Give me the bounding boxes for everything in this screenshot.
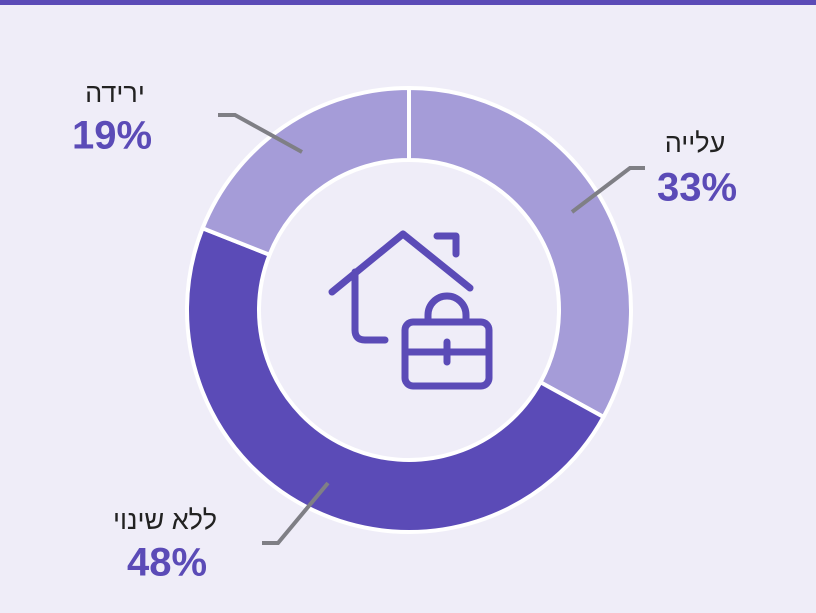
slice	[185, 225, 607, 534]
category-label: ירידה	[85, 78, 145, 108]
slice	[199, 85, 411, 258]
category-label: ללא שינוי	[113, 505, 217, 535]
slices	[185, 85, 633, 534]
leader-line	[570, 166, 645, 214]
category-label: עלייה	[665, 128, 726, 158]
value-label: 48%	[127, 541, 207, 585]
leader-line	[218, 113, 303, 154]
value-label: 33%	[657, 166, 737, 210]
leader-line	[262, 481, 330, 545]
value-label: 19%	[72, 114, 152, 158]
top-bar	[0, 0, 816, 5]
center-icon	[328, 230, 493, 390]
slice	[407, 85, 633, 420]
